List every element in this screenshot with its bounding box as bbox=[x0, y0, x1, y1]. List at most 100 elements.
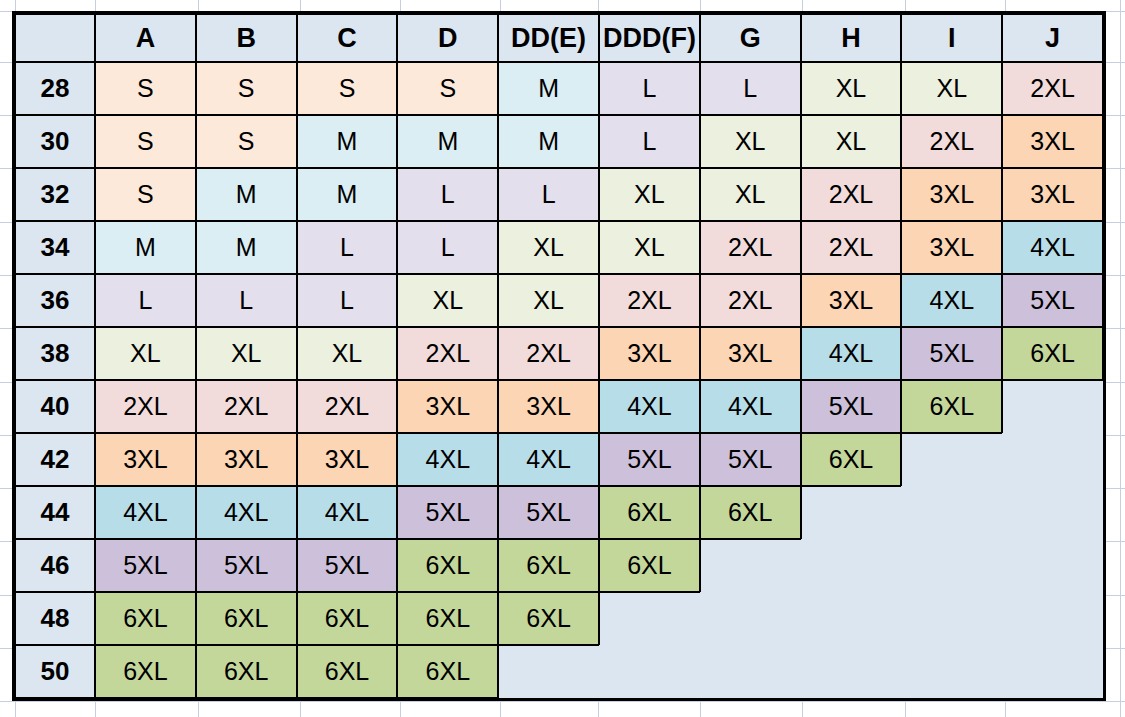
cell-48-B: 6XL bbox=[196, 592, 297, 645]
cell-46-DDD(F): 6XL bbox=[599, 539, 700, 592]
cell-34-I: 3XL bbox=[901, 221, 1002, 274]
cell-32-G: XL bbox=[700, 168, 801, 221]
cell-30-J: 3XL bbox=[1002, 115, 1103, 168]
cell-42-H: 6XL bbox=[801, 433, 902, 486]
empty-cell bbox=[1002, 380, 1103, 433]
cell-36-G: 2XL bbox=[700, 274, 801, 327]
cell-28-C: S bbox=[297, 62, 398, 115]
row-label-30: 30 bbox=[15, 115, 95, 168]
cell-36-J: 5XL bbox=[1002, 274, 1103, 327]
cell-38-D: 2XL bbox=[397, 327, 498, 380]
cell-34-B: M bbox=[196, 221, 297, 274]
cell-46-C: 5XL bbox=[297, 539, 398, 592]
empty-cell bbox=[498, 645, 599, 698]
empty-cell bbox=[599, 592, 700, 645]
empty-cell bbox=[901, 433, 1002, 486]
row-label-48: 48 bbox=[15, 592, 95, 645]
cell-36-DDD(F): 2XL bbox=[599, 274, 700, 327]
cell-50-B: 6XL bbox=[196, 645, 297, 698]
row-label-38: 38 bbox=[15, 327, 95, 380]
cell-38-C: XL bbox=[297, 327, 398, 380]
cell-30-C: M bbox=[297, 115, 398, 168]
cell-48-A: 6XL bbox=[95, 592, 196, 645]
column-header-DD(E): DD(E) bbox=[498, 14, 599, 62]
cell-50-A: 6XL bbox=[95, 645, 196, 698]
cell-40-D: 3XL bbox=[397, 380, 498, 433]
column-header-I: I bbox=[901, 14, 1002, 62]
cell-50-C: 6XL bbox=[297, 645, 398, 698]
cell-44-B: 4XL bbox=[196, 486, 297, 539]
row-label-36: 36 bbox=[15, 274, 95, 327]
empty-cell bbox=[801, 486, 902, 539]
row-label-50: 50 bbox=[15, 645, 95, 698]
cell-36-C: L bbox=[297, 274, 398, 327]
empty-cell bbox=[801, 539, 902, 592]
column-header-H: H bbox=[801, 14, 902, 62]
cell-32-C: M bbox=[297, 168, 398, 221]
row-label-28: 28 bbox=[15, 62, 95, 115]
column-header-C: C bbox=[297, 14, 398, 62]
cell-44-A: 4XL bbox=[95, 486, 196, 539]
empty-cell bbox=[700, 645, 801, 698]
cell-32-H: 2XL bbox=[801, 168, 902, 221]
cell-34-J: 4XL bbox=[1002, 221, 1103, 274]
empty-cell bbox=[1002, 433, 1103, 486]
cell-30-G: XL bbox=[700, 115, 801, 168]
cell-38-DDD(F): 3XL bbox=[599, 327, 700, 380]
cell-38-DD(E): 2XL bbox=[498, 327, 599, 380]
cell-36-B: L bbox=[196, 274, 297, 327]
cell-36-DD(E): XL bbox=[498, 274, 599, 327]
cell-40-G: 4XL bbox=[700, 380, 801, 433]
column-header-DDD(F): DDD(F) bbox=[599, 14, 700, 62]
cell-28-J: 2XL bbox=[1002, 62, 1103, 115]
cell-36-H: 3XL bbox=[801, 274, 902, 327]
cell-36-I: 4XL bbox=[901, 274, 1002, 327]
cell-34-C: L bbox=[297, 221, 398, 274]
cell-40-A: 2XL bbox=[95, 380, 196, 433]
cell-30-A: S bbox=[95, 115, 196, 168]
cell-40-C: 2XL bbox=[297, 380, 398, 433]
cell-44-DD(E): 5XL bbox=[498, 486, 599, 539]
cell-30-DD(E): M bbox=[498, 115, 599, 168]
cell-42-DD(E): 4XL bbox=[498, 433, 599, 486]
row-label-42: 42 bbox=[15, 433, 95, 486]
empty-cell bbox=[1002, 486, 1103, 539]
cell-40-DDD(F): 4XL bbox=[599, 380, 700, 433]
cell-48-D: 6XL bbox=[397, 592, 498, 645]
row-label-44: 44 bbox=[15, 486, 95, 539]
cell-28-G: L bbox=[700, 62, 801, 115]
size-chart-table: ABCDDD(E)DDD(F)GHIJ28SSSSMLLXLXL2XL30SSM… bbox=[12, 11, 1106, 701]
cell-42-G: 5XL bbox=[700, 433, 801, 486]
empty-cell bbox=[801, 645, 902, 698]
cell-42-D: 4XL bbox=[397, 433, 498, 486]
cell-48-DD(E): 6XL bbox=[498, 592, 599, 645]
cell-34-DD(E): XL bbox=[498, 221, 599, 274]
cell-46-D: 6XL bbox=[397, 539, 498, 592]
cell-36-A: L bbox=[95, 274, 196, 327]
cell-34-G: 2XL bbox=[700, 221, 801, 274]
cell-28-H: XL bbox=[801, 62, 902, 115]
cell-36-D: XL bbox=[397, 274, 498, 327]
cell-30-I: 2XL bbox=[901, 115, 1002, 168]
column-header-D: D bbox=[397, 14, 498, 62]
cell-38-H: 4XL bbox=[801, 327, 902, 380]
empty-cell bbox=[599, 645, 700, 698]
empty-cell bbox=[801, 592, 902, 645]
cell-28-B: S bbox=[196, 62, 297, 115]
empty-cell bbox=[700, 539, 801, 592]
cell-32-I: 3XL bbox=[901, 168, 1002, 221]
spreadsheet-canvas: ABCDDD(E)DDD(F)GHIJ28SSSSMLLXLXL2XL30SSM… bbox=[0, 0, 1125, 717]
cell-34-D: L bbox=[397, 221, 498, 274]
empty-cell bbox=[901, 486, 1002, 539]
cell-30-B: S bbox=[196, 115, 297, 168]
cell-32-D: L bbox=[397, 168, 498, 221]
cell-32-B: M bbox=[196, 168, 297, 221]
cell-40-DD(E): 3XL bbox=[498, 380, 599, 433]
gridline-vertical bbox=[1120, 0, 1121, 717]
cell-44-G: 6XL bbox=[700, 486, 801, 539]
cell-40-I: 6XL bbox=[901, 380, 1002, 433]
empty-cell bbox=[1002, 592, 1103, 645]
cell-30-H: XL bbox=[801, 115, 902, 168]
cell-32-A: S bbox=[95, 168, 196, 221]
cell-28-DDD(F): L bbox=[599, 62, 700, 115]
